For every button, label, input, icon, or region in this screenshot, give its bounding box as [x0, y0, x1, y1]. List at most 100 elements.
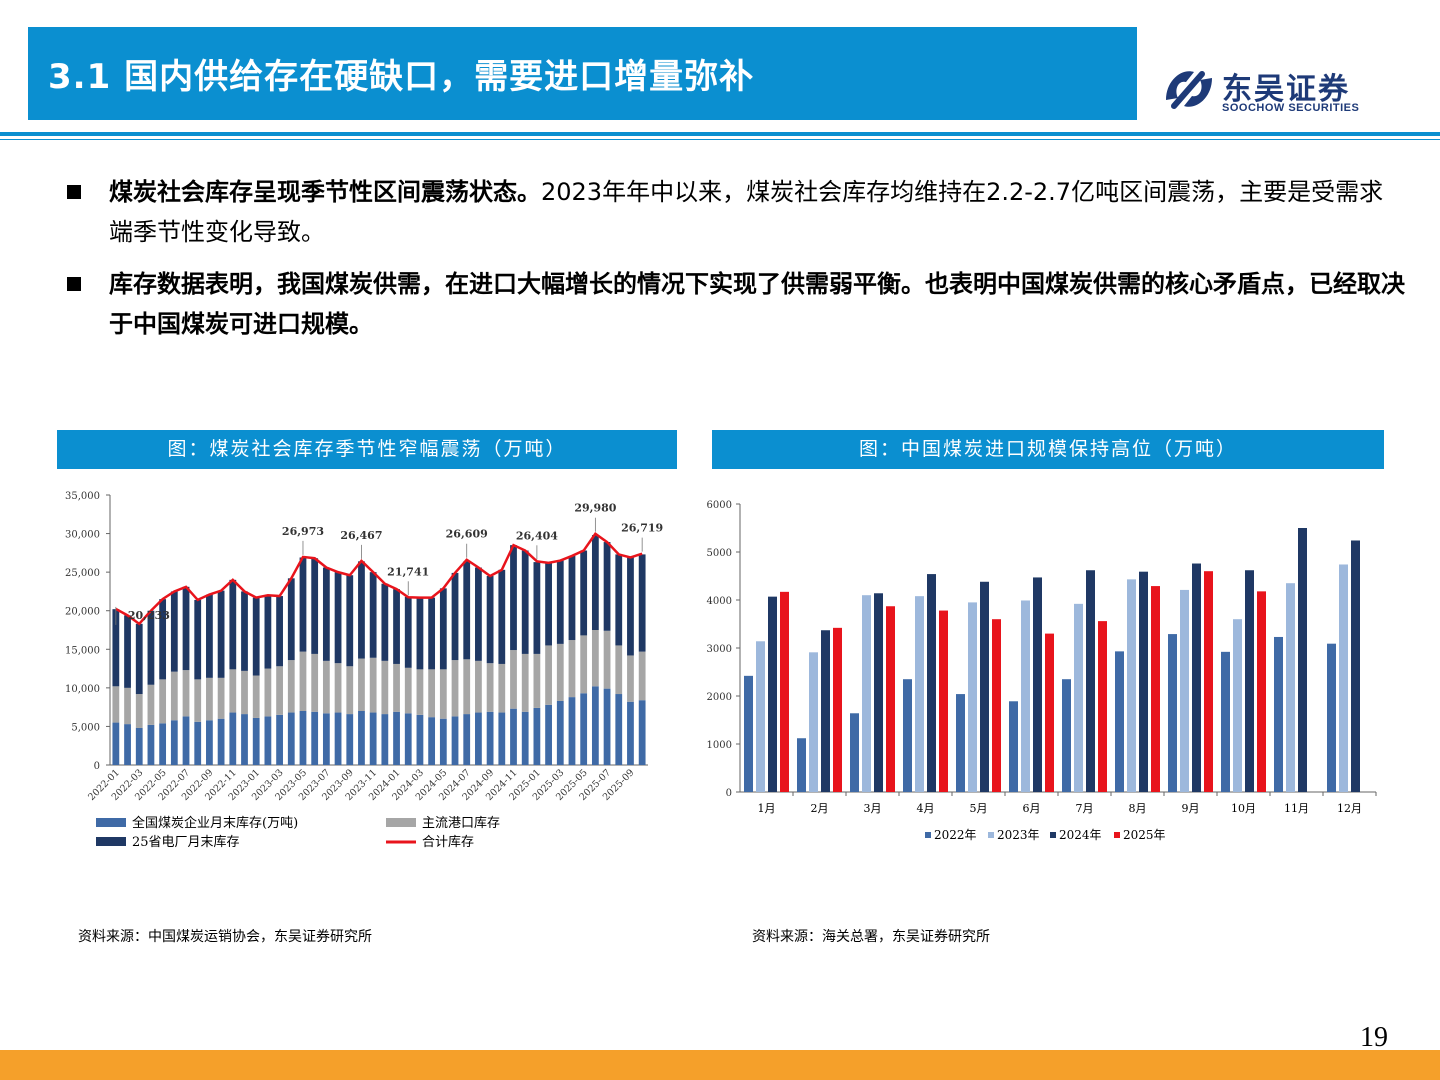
bar-segment — [194, 679, 202, 722]
bar-segment — [276, 714, 283, 765]
y-tick-label: 35,000 — [65, 491, 100, 502]
left-chart-title: 图：煤炭社会库存季节性窄幅震荡（万吨） — [57, 430, 677, 469]
legend-swatch — [988, 832, 994, 838]
bar-segment — [591, 535, 599, 630]
bar-segment — [147, 684, 155, 725]
bar-segment — [521, 550, 529, 654]
bar-segment — [135, 623, 143, 695]
bar-segment — [124, 724, 131, 765]
bar-segment — [358, 711, 365, 765]
bar — [1033, 577, 1042, 792]
bar-segment — [439, 718, 447, 765]
x-tick-label: 2月 — [811, 802, 829, 815]
bar-segment — [393, 589, 400, 664]
bar-segment — [428, 669, 436, 718]
bar-segment — [217, 677, 225, 719]
x-tick-label: 5月 — [970, 802, 988, 815]
bar — [1127, 579, 1136, 792]
bar-segment — [428, 597, 436, 670]
y-tick-label: 6000 — [707, 500, 732, 511]
bar-segment — [311, 653, 319, 712]
bar-segment — [404, 713, 412, 765]
bar-segment — [439, 669, 447, 719]
bar-segment — [580, 635, 588, 694]
bar — [1204, 571, 1213, 792]
bar-segment — [416, 597, 424, 670]
bullet-item: 库存数据表明，我国煤炭供需，在进口大幅增长的情况下实现了供需弱平衡。也表明中国煤… — [65, 264, 1405, 344]
bar-segment — [533, 562, 541, 654]
legend-label: 2022年 — [934, 828, 977, 842]
bullet-list: 煤炭社会库存呈现季节性区间震荡状态。2023年年中以来，煤炭社会库存均维持在2.… — [65, 172, 1405, 356]
bar-segment — [451, 660, 459, 717]
bar-segment — [510, 650, 517, 709]
bar-segment — [369, 572, 377, 658]
bullet-item: 煤炭社会库存呈现季节性区间震荡状态。2023年年中以来，煤炭社会库存均维持在2.… — [65, 172, 1405, 252]
square-bullet-icon — [67, 185, 81, 199]
bar-segment — [217, 718, 225, 765]
bar — [874, 593, 883, 792]
bar-segment — [147, 724, 155, 765]
bar — [1045, 633, 1054, 792]
legend-label: 2024年 — [1059, 828, 1102, 842]
bar-segment — [229, 579, 237, 670]
bar-segment — [170, 720, 178, 765]
bar — [1115, 651, 1124, 792]
y-tick-label: 30,000 — [65, 530, 100, 541]
legend-swatch — [1050, 832, 1056, 838]
bar-segment — [463, 714, 471, 765]
right-source: 资料来源：海关总署，东吴证券研究所 — [752, 929, 990, 945]
y-tick-label: 25,000 — [65, 568, 100, 579]
bar — [927, 574, 936, 792]
bar-segment — [463, 659, 471, 715]
bar-segment — [510, 545, 517, 651]
bar-segment — [475, 567, 482, 661]
bar-segment — [591, 686, 599, 765]
bar-segment — [159, 679, 167, 724]
bar-segment — [475, 712, 482, 765]
legend-label: 2023年 — [997, 828, 1040, 842]
bar-segment — [124, 687, 131, 725]
bar-segment — [428, 717, 436, 765]
y-tick-label: 0 — [94, 761, 100, 772]
y-tick-label: 1000 — [707, 740, 732, 751]
bar-segment — [311, 558, 319, 654]
data-label: 21,741 — [387, 565, 429, 578]
bar — [833, 627, 842, 792]
bullet-text: 2023年年中以来，煤炭社会库存均维持在2.2-2.7亿吨区间震荡，主要是受需求… — [109, 178, 1384, 246]
bar-segment — [591, 630, 599, 687]
x-tick-label: 6月 — [1023, 802, 1041, 815]
x-tick-label: 10月 — [1231, 802, 1256, 815]
bar-segment — [334, 572, 342, 664]
logo-text-en: SOOCHOW SECURITIES — [1222, 102, 1360, 114]
bar-segment — [580, 693, 588, 765]
bar-segment — [276, 596, 283, 667]
header-rule — [0, 132, 1440, 136]
bar-segment — [475, 660, 482, 713]
bar-segment — [206, 677, 213, 721]
bar — [1286, 583, 1295, 792]
bar — [1298, 528, 1307, 792]
bar — [1009, 701, 1018, 792]
bar-segment — [545, 704, 552, 765]
bar-segment — [346, 575, 354, 667]
bar-segment — [439, 588, 447, 670]
bar — [1327, 643, 1336, 792]
x-tick-label: 4月 — [917, 802, 935, 815]
x-tick-label: 1月 — [758, 802, 776, 815]
bar-segment — [451, 716, 459, 765]
bar-segment — [638, 554, 646, 652]
bar — [939, 610, 948, 792]
bar-segment — [486, 663, 494, 712]
bar-segment — [264, 595, 272, 669]
bar-segment — [615, 645, 623, 695]
bar-segment — [568, 555, 576, 641]
bar-segment — [299, 651, 307, 711]
data-label: 29,980 — [574, 502, 616, 515]
bar-segment — [486, 576, 494, 664]
legend-swatch — [96, 837, 126, 846]
bar-segment — [498, 712, 506, 765]
bar — [1139, 571, 1148, 792]
bar-segment — [416, 714, 424, 765]
bar-segment — [322, 713, 330, 765]
bar — [1339, 564, 1348, 792]
